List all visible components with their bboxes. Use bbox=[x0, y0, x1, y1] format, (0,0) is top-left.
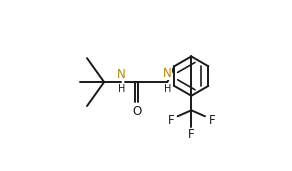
Text: N: N bbox=[117, 68, 126, 81]
Text: F: F bbox=[208, 114, 215, 127]
Text: F: F bbox=[188, 128, 195, 141]
Text: H: H bbox=[164, 84, 171, 94]
Text: O: O bbox=[132, 105, 141, 118]
Text: F: F bbox=[168, 114, 174, 127]
Text: H: H bbox=[117, 84, 125, 94]
Text: N: N bbox=[163, 67, 172, 80]
